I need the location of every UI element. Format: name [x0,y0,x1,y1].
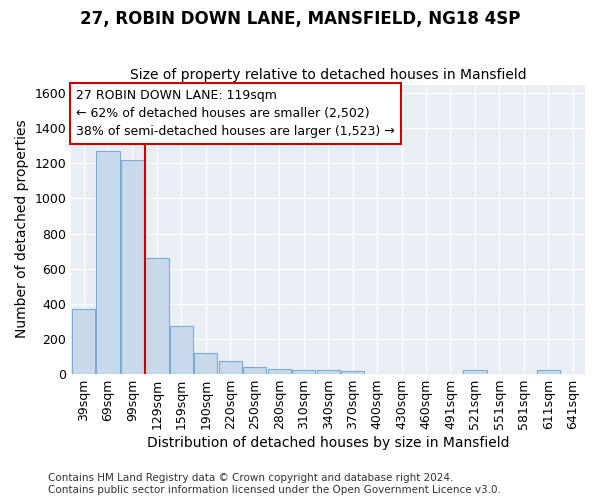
Text: Contains HM Land Registry data © Crown copyright and database right 2024.
Contai: Contains HM Land Registry data © Crown c… [48,474,501,495]
Bar [218,360,242,374]
Bar [536,370,560,374]
Bar [170,326,193,374]
Bar [72,309,95,374]
Bar [268,370,291,374]
Bar [292,370,316,374]
Y-axis label: Number of detached properties: Number of detached properties [15,120,29,338]
X-axis label: Distribution of detached houses by size in Mansfield: Distribution of detached houses by size … [147,436,509,450]
Bar [317,370,340,374]
Bar [341,370,364,374]
Bar [463,370,487,374]
Bar [145,258,169,374]
Title: Size of property relative to detached houses in Mansfield: Size of property relative to detached ho… [130,68,526,82]
Bar [194,352,217,374]
Text: 27, ROBIN DOWN LANE, MANSFIELD, NG18 4SP: 27, ROBIN DOWN LANE, MANSFIELD, NG18 4SP [80,10,520,28]
Text: 27 ROBIN DOWN LANE: 119sqm
← 62% of detached houses are smaller (2,502)
38% of s: 27 ROBIN DOWN LANE: 119sqm ← 62% of deta… [76,89,395,138]
Bar [121,160,144,374]
Bar [97,151,119,374]
Bar [243,366,266,374]
